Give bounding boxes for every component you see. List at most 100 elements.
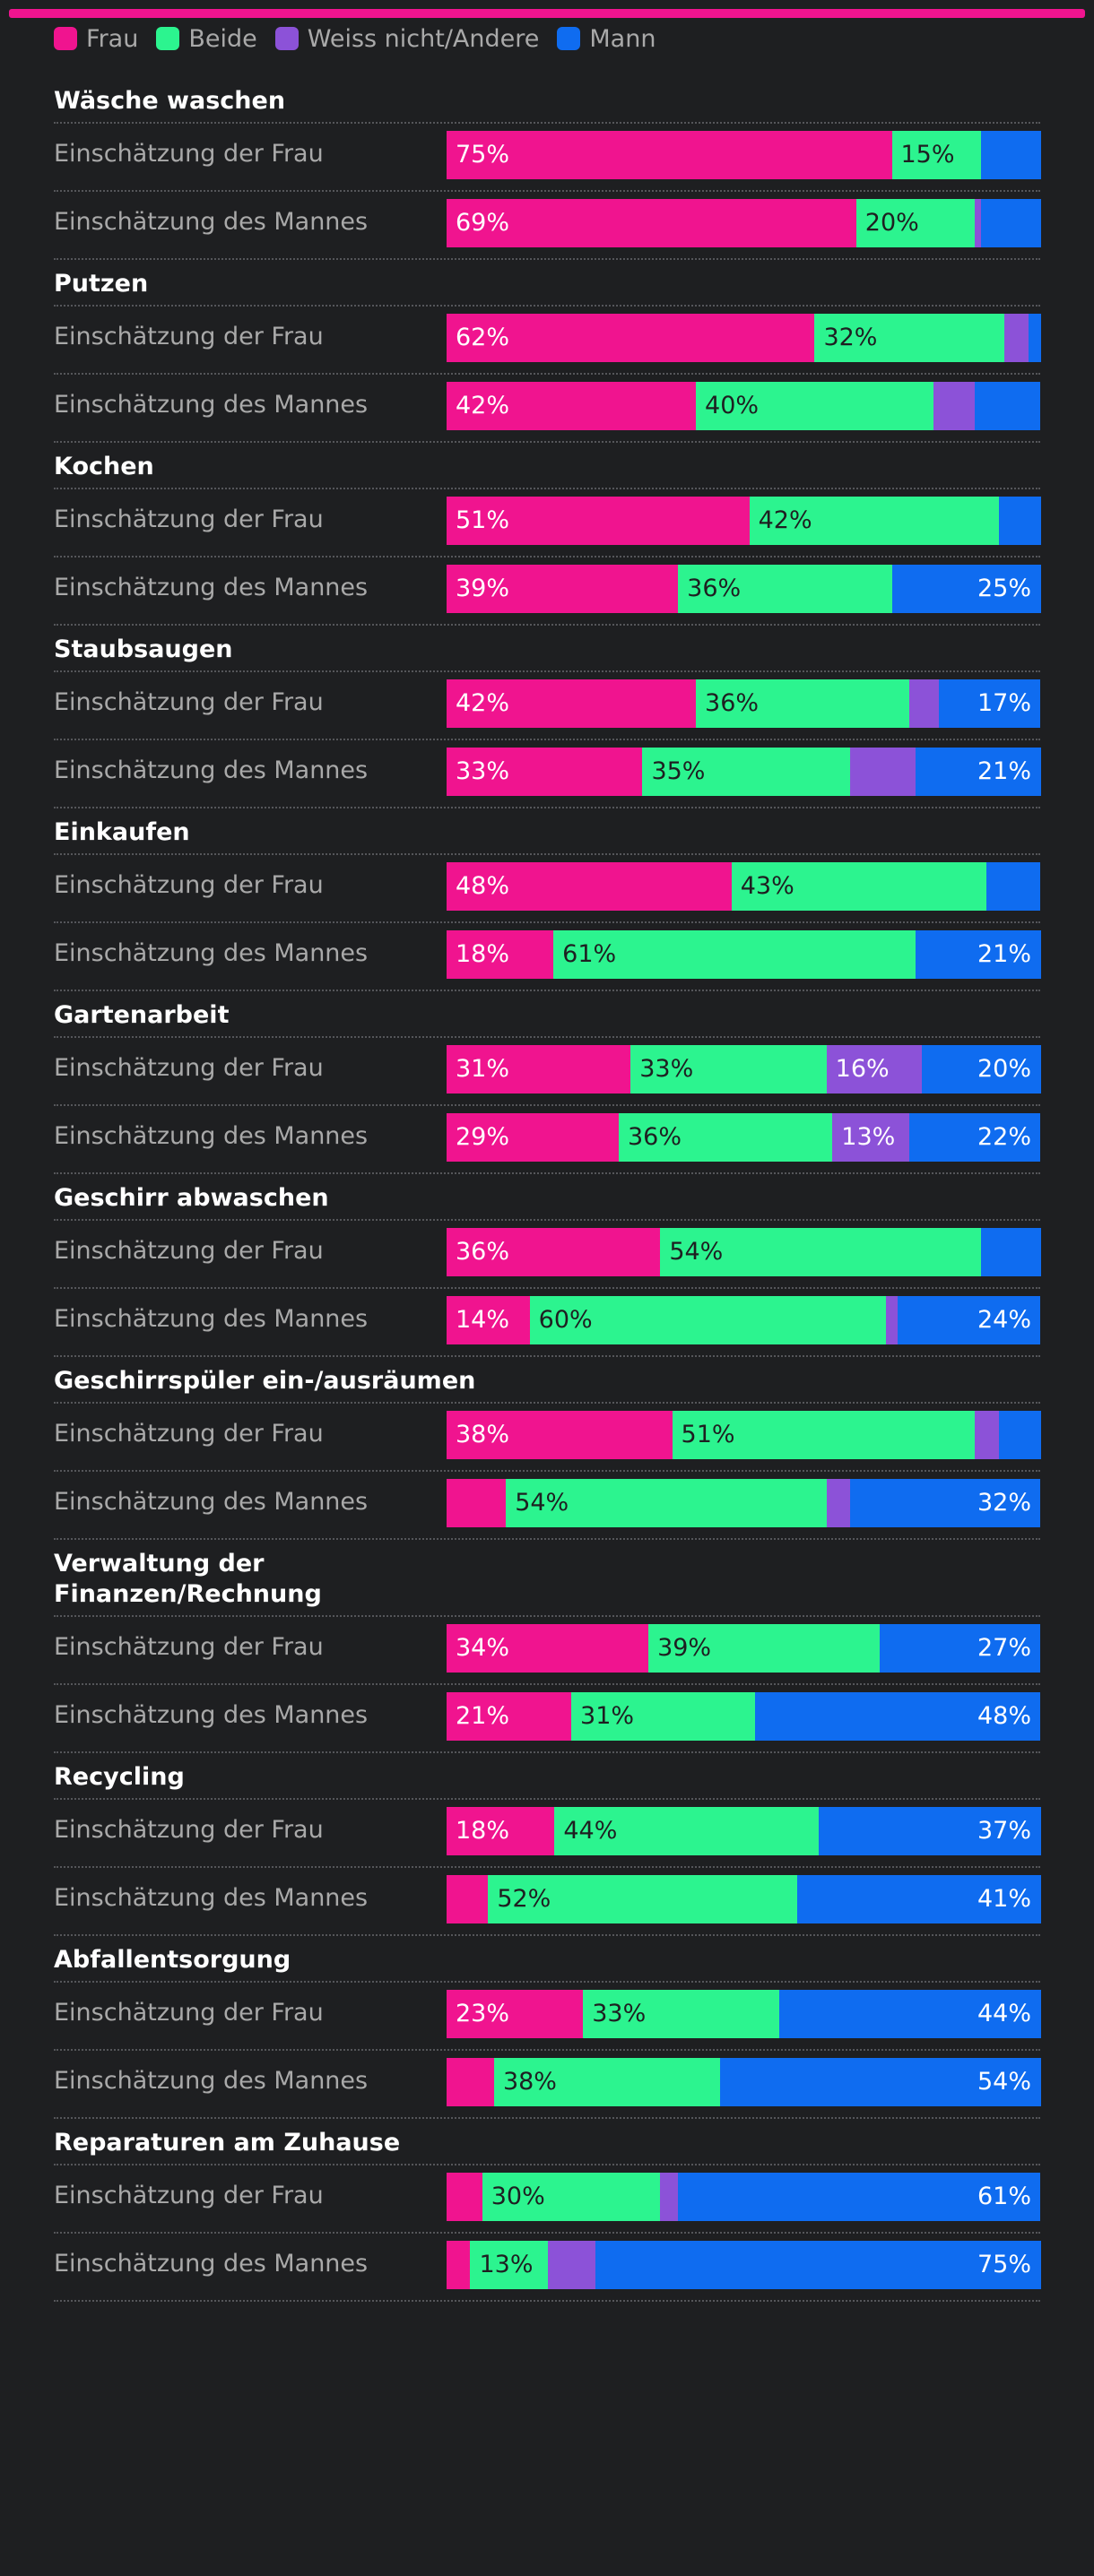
data-label-beide: 52% <box>497 1885 551 1913</box>
stacked-bar: 48% 43% <box>447 862 1041 911</box>
row-divider <box>54 1981 1040 1983</box>
data-label-mann: 75% <box>977 2251 1031 2278</box>
bar-segment-mann <box>998 497 1041 545</box>
row-label: Einschätzung des Mannes <box>54 2250 369 2278</box>
row-divider <box>54 258 1040 260</box>
top-accent-bar <box>9 9 1085 18</box>
data-label-frau: 62% <box>456 324 510 351</box>
bar-segment-mann <box>755 1692 1041 1741</box>
data-label-frau: 23% <box>456 2000 510 2027</box>
data-label-mann: 61% <box>977 2183 1031 2210</box>
bar-segment-mann <box>880 1624 1041 1673</box>
bar-segment-mann <box>898 1296 1041 1344</box>
legend-item-beide[interactable]: Beide <box>156 24 257 53</box>
stacked-bar: 33% 35% 21% <box>447 748 1041 796</box>
stacked-bar: 18% 44% 37% <box>447 1807 1041 1855</box>
data-label-beide: 30% <box>491 2183 545 2210</box>
data-label-mann: 54% <box>977 2068 1031 2096</box>
row-divider <box>54 2049 1040 2051</box>
bar-segment-weiss <box>909 679 941 728</box>
category-title: Staubsaugen <box>54 635 233 663</box>
row-divider <box>54 807 1040 808</box>
row-divider <box>54 1172 1040 1174</box>
bar-segment-frau <box>447 1411 673 1459</box>
data-label-mann: 17% <box>977 689 1031 717</box>
bar-segment-beide <box>891 131 982 179</box>
data-label-mann: 32% <box>977 1489 1031 1517</box>
row-divider <box>54 2117 1040 2119</box>
bar-segment-beide <box>814 314 1005 362</box>
row-label: Einschätzung des Mannes <box>54 574 369 601</box>
stacked-bar: 36% 54% <box>447 1228 1041 1276</box>
data-label-mann: 24% <box>977 1306 1031 1334</box>
bar-segment-beide <box>482 2173 661 2221</box>
legend-item-mann[interactable]: Mann <box>557 25 656 53</box>
row-label: Einschätzung der Frau <box>54 2182 324 2209</box>
row-divider <box>54 2232 1040 2234</box>
data-label-frau: 33% <box>456 757 510 785</box>
category-title: Gartenarbeit <box>54 1001 230 1029</box>
data-label-mann: 21% <box>977 940 1031 968</box>
category-title: Putzen <box>54 270 149 298</box>
row-label: Einschätzung der Frau <box>54 140 324 168</box>
data-label-beide: 31% <box>580 1702 635 1730</box>
bar-segment-beide <box>571 1692 757 1741</box>
bar-segment-frau <box>447 862 732 911</box>
row-divider <box>54 1355 1040 1357</box>
bar-segment-weiss <box>832 1113 911 1162</box>
stacked-bar: 30% 61% <box>447 2173 1041 2221</box>
data-label-mann: 48% <box>977 1702 1031 1730</box>
stacked-bar: 51% 42% <box>447 497 1041 545</box>
stacked-bar: 21% 31% 48% <box>447 1692 1041 1741</box>
data-label-beide: 60% <box>538 1306 593 1334</box>
data-label-beide: 35% <box>651 757 706 785</box>
stacked-bar: 13% 75% <box>447 2241 1041 2289</box>
legend-item-weiss[interactable]: Weiss nicht/Andere <box>274 25 539 53</box>
data-label-mann: 37% <box>977 1817 1031 1845</box>
data-label-weiss: 13% <box>841 1123 896 1151</box>
bar-segment-frau <box>447 1113 619 1162</box>
row-label: Einschätzung des Mannes <box>54 1701 369 1729</box>
category-title: Recycling <box>54 1763 185 1791</box>
bar-segment-mann <box>980 131 1041 179</box>
stacked-bar: 29% 36% 13% 22% <box>447 1113 1041 1162</box>
bar-segment-frau <box>447 1228 661 1276</box>
bar-segment-mann <box>939 679 1041 728</box>
stacked-bar: 38% 51% <box>447 1411 1041 1459</box>
row-divider <box>54 488 1040 489</box>
stacked-bar: 18% 61% 21% <box>447 930 1041 979</box>
stacked-bar: 14% 60% 24% <box>447 1296 1041 1344</box>
bar-segment-beide <box>630 1045 828 1094</box>
data-label-weiss: 16% <box>835 1055 890 1083</box>
data-label-frau: 14% <box>456 1306 510 1334</box>
legend-item-frau[interactable]: Frau <box>54 25 138 53</box>
bar-segment-beide <box>618 1113 833 1162</box>
bar-segment-beide <box>553 930 916 979</box>
stacked-bar: 39% 36% 25% <box>447 565 1041 613</box>
data-label-beide: 36% <box>687 575 742 602</box>
row-divider <box>54 556 1040 558</box>
data-label-beide: 20% <box>864 209 919 237</box>
stacked-bar: 54% 32% <box>447 1479 1041 1527</box>
data-label-beide: 51% <box>681 1421 735 1448</box>
bar-segment-frau <box>447 497 750 545</box>
bar-segment-weiss <box>885 1296 899 1344</box>
row-label: Einschätzung des Mannes <box>54 1122 369 1150</box>
data-label-frau: 18% <box>456 1817 510 1845</box>
bar-segment-mann <box>909 1113 1041 1162</box>
stacked-bar: 42% 36% 17% <box>447 679 1041 728</box>
row-label: Einschätzung der Frau <box>54 1237 324 1265</box>
bar-segment-beide <box>660 1228 982 1276</box>
stacked-bar: 23% 33% 44% <box>447 1990 1041 2038</box>
data-label-beide: 61% <box>562 940 617 968</box>
bar-segment-beide <box>488 1875 798 1923</box>
bar-segment-mann <box>891 565 1041 613</box>
data-label-beide: 36% <box>705 689 760 717</box>
bar-segment-frau <box>447 565 679 613</box>
data-label-beide: 33% <box>592 2000 647 2027</box>
bar-segment-beide <box>672 1411 976 1459</box>
row-label: Einschätzung der Frau <box>54 688 324 716</box>
bar-segment-beide <box>493 2058 720 2106</box>
legend-label-beide: Beide <box>188 24 257 53</box>
